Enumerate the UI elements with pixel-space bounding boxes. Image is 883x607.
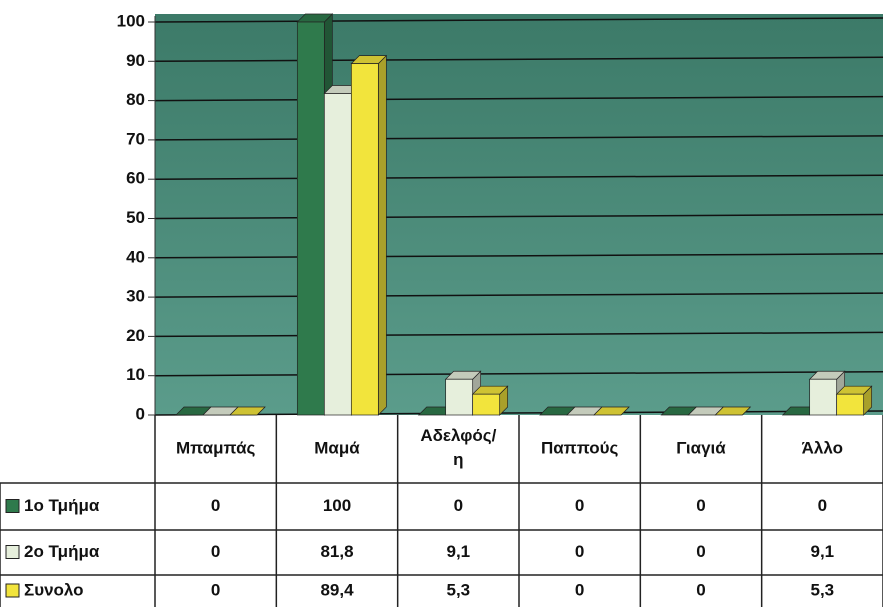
- bar: [296, 21, 325, 416]
- table-value: 0: [211, 542, 220, 561]
- table-value: 0: [575, 542, 584, 561]
- y-tick-label: 10: [126, 365, 145, 384]
- table-value: 0: [696, 580, 705, 599]
- bar: [836, 393, 865, 416]
- legend-swatch: [5, 583, 20, 598]
- table-value: 0: [454, 496, 463, 515]
- bar: [445, 378, 474, 416]
- table-value: 0: [696, 496, 705, 515]
- category-label: Αδελφός/η: [420, 426, 496, 469]
- category-label: Άλλο: [802, 438, 843, 457]
- bar: [323, 93, 352, 416]
- grid-line: [154, 56, 883, 63]
- y-tick-label: 0: [136, 404, 145, 423]
- bar-side: [377, 54, 387, 416]
- grid-line: [154, 95, 883, 102]
- bar-top: [229, 406, 266, 416]
- grid-line: [154, 213, 883, 220]
- bar: [809, 378, 838, 416]
- category-label: Γιαγιά: [676, 438, 726, 457]
- category-label: Μαμά: [314, 438, 360, 457]
- table-value: 0: [818, 496, 827, 515]
- category-label-line: Αδελφός/: [420, 426, 496, 445]
- y-tick-label: 80: [126, 90, 145, 109]
- y-tick-label: 50: [126, 208, 145, 227]
- table-value: 5,3: [811, 580, 835, 599]
- y-tick-label: 70: [126, 129, 145, 148]
- table-value: 89,4: [320, 580, 354, 599]
- table-value: 9,1: [811, 542, 835, 561]
- table-value: 0: [575, 496, 584, 515]
- table-value: 9,1: [447, 542, 471, 561]
- legend-label: Συνολο: [24, 580, 84, 599]
- legend-label: 1ο Τμήμα: [24, 496, 100, 515]
- grid-line: [154, 292, 883, 298]
- category-label: Μπαμπάς: [176, 438, 256, 457]
- bar-top: [593, 406, 630, 416]
- y-tick-label: 30: [126, 287, 145, 306]
- category-label-line: η: [453, 450, 463, 469]
- bar-top: [714, 406, 752, 416]
- legend-swatch: [5, 545, 20, 559]
- category-label: Παππούς: [541, 438, 619, 457]
- legend-label: 2ο Τμήμα: [24, 542, 100, 561]
- bar: [472, 393, 501, 416]
- grid-line: [154, 17, 883, 23]
- y-tick-label: 20: [126, 326, 145, 345]
- y-tick-label: 100: [117, 11, 145, 30]
- bar: [350, 63, 379, 416]
- table-value: 100: [323, 496, 351, 515]
- grid-line: [154, 253, 883, 259]
- grid-line: [154, 410, 883, 416]
- table-value: 81,8: [320, 542, 353, 561]
- table-value: 0: [575, 580, 584, 599]
- table-value: 0: [696, 542, 705, 561]
- table-value: 0: [211, 580, 220, 599]
- y-tick-label: 90: [126, 51, 145, 70]
- y-tick-label: 60: [126, 169, 145, 188]
- table-value: 0: [211, 496, 220, 515]
- y-tick-label: 40: [126, 247, 145, 266]
- legend-swatch: [5, 499, 20, 513]
- grid-line: [154, 370, 883, 377]
- grid-line: [154, 135, 883, 141]
- grid-line: [154, 331, 883, 338]
- grid-line: [154, 174, 883, 180]
- table-value: 5,3: [447, 580, 471, 599]
